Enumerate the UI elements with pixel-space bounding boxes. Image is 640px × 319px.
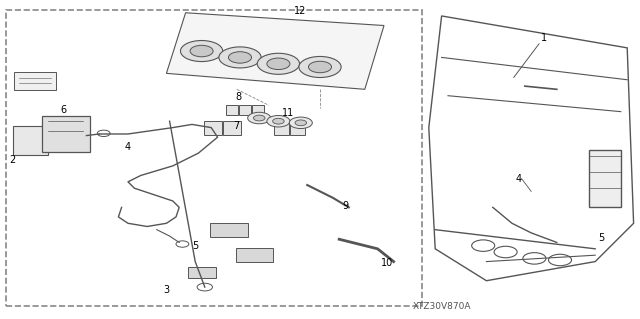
Text: 12: 12 (294, 6, 307, 16)
FancyBboxPatch shape (210, 223, 248, 237)
FancyBboxPatch shape (239, 105, 251, 115)
Circle shape (190, 45, 213, 57)
Circle shape (219, 47, 261, 68)
Text: 11: 11 (282, 108, 294, 118)
Text: 5: 5 (192, 241, 198, 251)
Circle shape (257, 53, 300, 74)
Circle shape (289, 117, 312, 129)
Text: 1: 1 (541, 33, 547, 43)
Circle shape (228, 52, 252, 63)
Circle shape (180, 41, 223, 62)
Polygon shape (166, 13, 384, 89)
FancyBboxPatch shape (252, 105, 264, 115)
Text: 3: 3 (163, 286, 170, 295)
Circle shape (273, 118, 284, 124)
FancyBboxPatch shape (274, 121, 289, 135)
Circle shape (267, 115, 290, 127)
Circle shape (248, 112, 271, 124)
FancyBboxPatch shape (204, 121, 222, 135)
FancyBboxPatch shape (236, 248, 273, 262)
Text: 10: 10 (381, 258, 393, 268)
FancyBboxPatch shape (42, 116, 90, 152)
Text: 5: 5 (598, 233, 605, 243)
FancyBboxPatch shape (14, 72, 56, 90)
FancyBboxPatch shape (223, 121, 241, 135)
Circle shape (267, 58, 290, 70)
Text: 7: 7 (234, 121, 240, 131)
Text: 6: 6 (61, 105, 67, 115)
FancyBboxPatch shape (188, 267, 216, 278)
Text: 4: 4 (515, 174, 522, 184)
Text: 2: 2 (10, 155, 16, 165)
Circle shape (299, 56, 341, 78)
Circle shape (253, 115, 265, 121)
Circle shape (295, 120, 307, 126)
FancyBboxPatch shape (226, 105, 238, 115)
FancyBboxPatch shape (589, 150, 621, 207)
Text: 8: 8 (236, 93, 242, 102)
Circle shape (308, 61, 332, 73)
Text: 9: 9 (342, 201, 349, 211)
FancyBboxPatch shape (290, 121, 305, 135)
Text: XTZ30V870A: XTZ30V870A (412, 302, 471, 311)
FancyBboxPatch shape (13, 126, 48, 155)
Text: 4: 4 (125, 142, 131, 152)
